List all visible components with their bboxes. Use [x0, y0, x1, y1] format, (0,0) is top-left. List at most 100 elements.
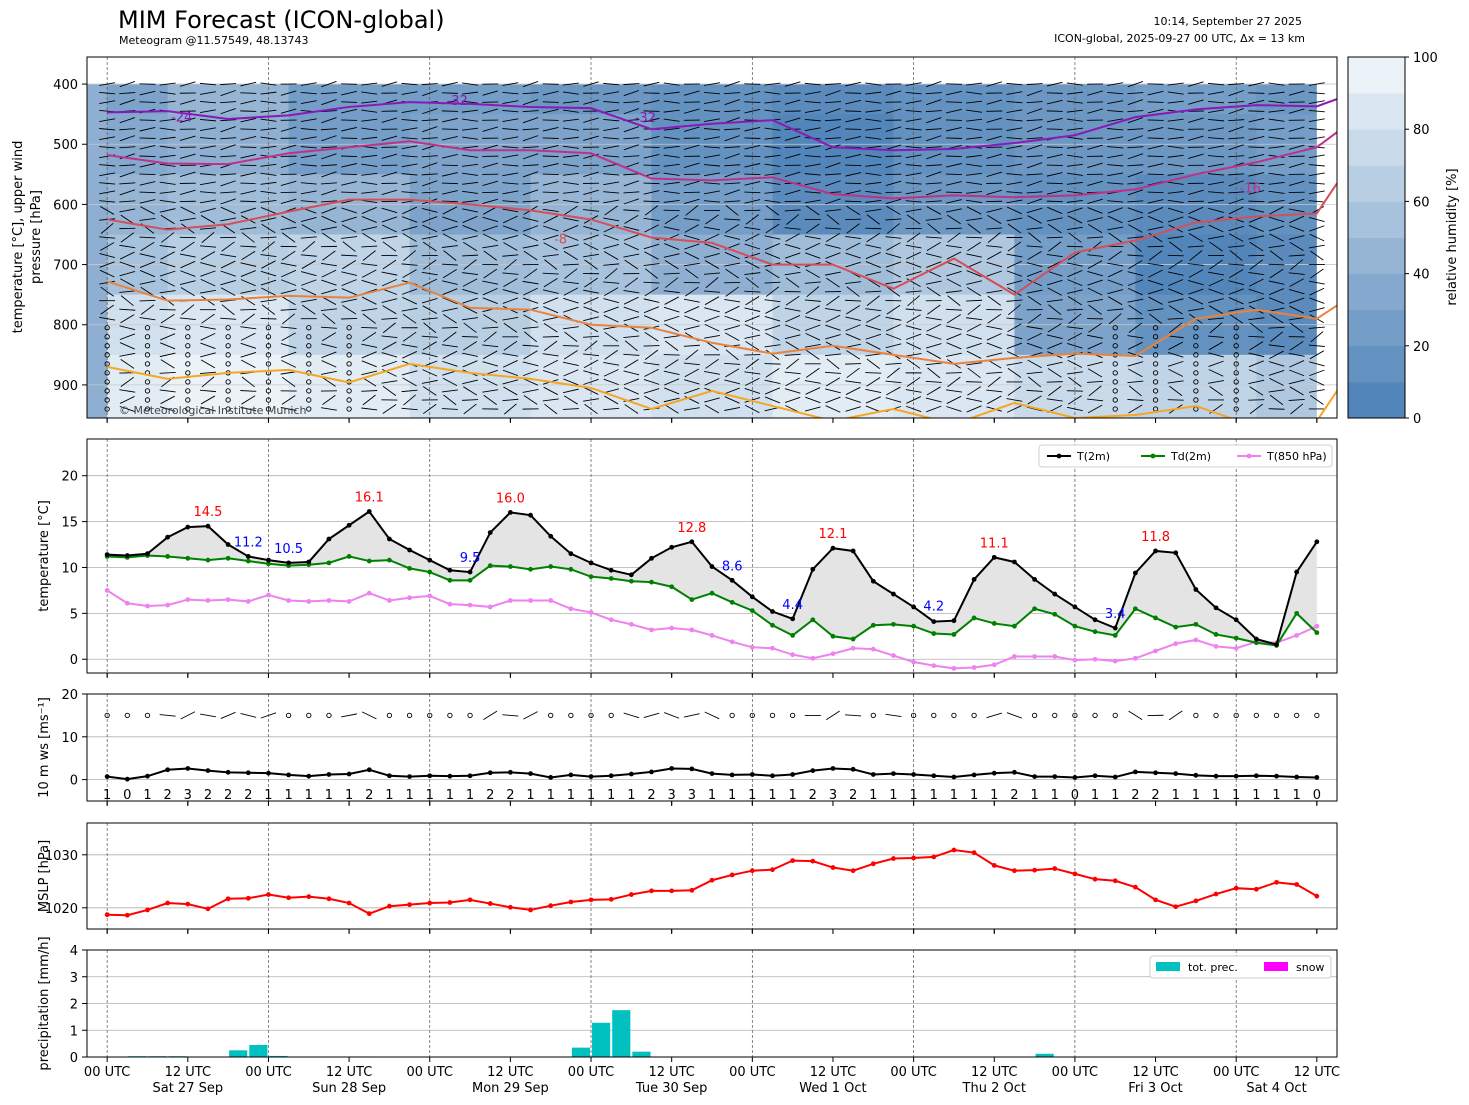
wind-barb: [260, 199, 277, 203]
wind-barb: [784, 307, 801, 312]
wind-barb: [1006, 91, 1023, 95]
wind-barb: [159, 389, 176, 393]
wind-barb: [542, 108, 559, 114]
wind-barb: [703, 164, 721, 167]
wind-barb: [946, 126, 962, 132]
wind-barb: [643, 217, 660, 222]
wind-barb: [946, 163, 962, 168]
wind-barb: [320, 164, 337, 167]
wind-barb: [643, 298, 660, 303]
wind-barb: [220, 119, 237, 122]
isotherm-label: -32: [447, 94, 468, 109]
wind-barb: [523, 395, 538, 405]
wind-barb: [564, 331, 578, 342]
wind-barb: [663, 154, 680, 158]
wind-barb: [241, 232, 255, 243]
wind-barb: [1127, 128, 1144, 131]
wind-barb: [341, 288, 357, 296]
wind-barb: [402, 377, 417, 387]
wind-barb: [1228, 108, 1244, 115]
wind-barb: [160, 313, 175, 324]
wind-barb: [1006, 398, 1023, 402]
td2m-point: [1253, 640, 1259, 646]
wind-barb: [925, 362, 942, 366]
wind-barb: [1188, 288, 1204, 295]
wind-barb: [99, 182, 116, 185]
beaufort-label: 1: [930, 788, 938, 803]
wind-barb: [1268, 389, 1285, 393]
panel-frame: [86, 949, 1338, 1058]
wind-barb: [1006, 342, 1023, 349]
wind-barb: [1127, 135, 1144, 142]
wind-barb: [967, 386, 982, 396]
colorbar-label: relative humidity [%]: [1445, 168, 1460, 305]
calm-wind-marker: [346, 388, 352, 394]
wind-barb: [542, 191, 559, 194]
wind-barb: [401, 82, 418, 86]
wind-barb: [865, 154, 882, 158]
no-data-band: [87, 57, 1337, 85]
wind-barb: [925, 280, 942, 285]
wind-barb: [1167, 360, 1184, 367]
wind-barb: [321, 135, 337, 142]
wind-barb: [523, 287, 538, 296]
wind-barb: [765, 332, 780, 341]
wind-barb: [1167, 190, 1184, 194]
wind-barb: [139, 317, 156, 321]
wind-barb: [845, 333, 861, 341]
wind-barb: [240, 227, 257, 230]
wind-barb: [1268, 136, 1285, 140]
wind-barb: [240, 245, 257, 248]
wind-barb: [926, 350, 941, 360]
day-label: Mon 29 Sep: [472, 1081, 549, 1096]
wind-barb: [341, 119, 358, 121]
wind-barb: [664, 712, 680, 719]
wind-barb: [543, 242, 558, 251]
wind-barb: [220, 180, 236, 187]
wind-barb: [784, 252, 801, 259]
wind-barb: [160, 342, 176, 350]
calm-wind-marker: [1233, 712, 1239, 719]
t2m-point: [1153, 548, 1158, 554]
wind-barb: [200, 215, 216, 224]
wind-barb: [442, 297, 458, 305]
wind-barb: [401, 145, 418, 150]
beaufort-label: 1: [426, 788, 434, 803]
wind-barb: [159, 154, 176, 158]
wind-barb: [321, 269, 337, 278]
wind-barb: [320, 407, 337, 411]
wind-barb: [1107, 154, 1124, 159]
wind-barb: [179, 253, 196, 258]
wind-barb: [966, 136, 983, 140]
wind-barb: [1167, 100, 1184, 104]
wind-barb: [927, 223, 941, 234]
wind-barb: [401, 137, 418, 140]
wind-barb: [1208, 199, 1224, 204]
wind-barb: [522, 388, 539, 393]
td2m-point: [1193, 621, 1199, 627]
wind-barb: [381, 153, 398, 159]
wind-barb: [362, 313, 376, 324]
wind-barb: [1046, 81, 1063, 87]
wind-barb: [563, 395, 578, 405]
wind-barb: [502, 190, 519, 195]
wind-barb: [120, 314, 135, 324]
wind-barb: [1046, 110, 1063, 112]
wind-barb: [784, 227, 801, 230]
wind-speed-point: [1132, 769, 1138, 775]
wind-barb: [442, 350, 458, 359]
wind-barb: [401, 245, 418, 248]
wind-speed-point: [447, 773, 453, 779]
mslp-point: [951, 847, 957, 853]
day-label: Tue 30 Sep: [635, 1081, 708, 1096]
wind-barb: [764, 163, 781, 167]
wind-barb: [120, 232, 135, 243]
beaufort-label: 1: [627, 788, 635, 803]
wind-barb: [200, 325, 216, 330]
wind-barb: [1268, 145, 1285, 149]
wind-barb: [846, 223, 860, 234]
td2m-point: [1153, 615, 1158, 621]
wind-barb: [764, 190, 781, 194]
t850-point: [770, 645, 775, 651]
wind-barb: [100, 286, 114, 297]
